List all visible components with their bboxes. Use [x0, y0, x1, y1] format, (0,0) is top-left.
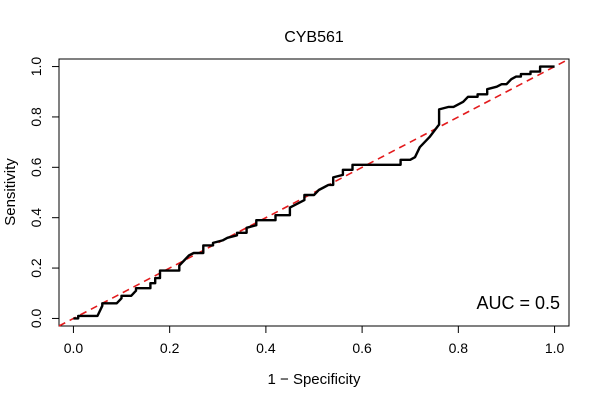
- x-axis: 0.0 0.2 0.4 0.6 0.8 1.0: [64, 325, 565, 356]
- reference-diagonal-line: [58, 58, 570, 327]
- x-tick-label: 1.0: [545, 340, 565, 356]
- x-tick-label: 0.6: [352, 340, 372, 356]
- y-tick-label: 0.8: [28, 107, 44, 127]
- y-axis-label: Sensitivity: [2, 158, 19, 226]
- x-axis-label: 1 − Specificity: [268, 371, 361, 388]
- y-axis: 0.0 0.2 0.4 0.6 0.8 1.0: [28, 57, 60, 329]
- y-tick-label: 0.4: [28, 208, 44, 228]
- x-tick-label: 0.8: [449, 340, 469, 356]
- y-tick-label: 0.2: [28, 258, 44, 278]
- x-tick-label: 0.0: [64, 340, 84, 356]
- y-tick-label: 0.6: [28, 157, 44, 177]
- y-tick-label: 0.0: [28, 309, 44, 329]
- roc-curve: [73, 65, 555, 320]
- x-tick-label: 0.4: [256, 340, 276, 356]
- x-tick-label: 0.2: [160, 340, 180, 356]
- chart-title: CYB561: [284, 29, 344, 46]
- y-tick-label: 1.0: [28, 57, 44, 77]
- auc-annotation: AUC = 0.5: [476, 293, 560, 313]
